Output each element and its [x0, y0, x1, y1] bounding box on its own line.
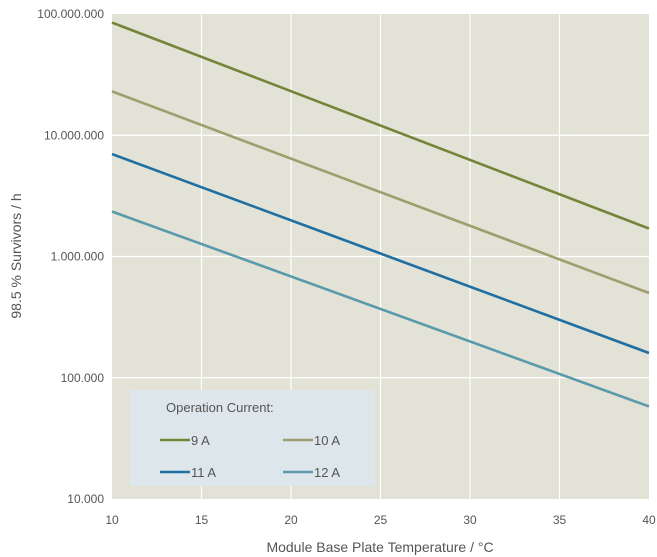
- y-tick-label: 100.000.000: [37, 7, 104, 21]
- legend: Operation Current: 9 A 10 A 11 A 12 A: [130, 390, 375, 486]
- legend-item: 12 A: [283, 465, 340, 480]
- series-line-10a: [111, 90, 650, 295]
- x-axis-label: Module Base Plate Temperature / °C: [266, 539, 493, 555]
- legend-label: 10 A: [314, 433, 340, 448]
- series-line-11a: [111, 152, 650, 355]
- x-tick-label: 10: [105, 513, 119, 527]
- x-tick-label: 40: [642, 513, 656, 527]
- legend-label: 12 A: [314, 465, 340, 480]
- legend-label: 9 A: [191, 433, 210, 448]
- legend-item: 10 A: [283, 433, 340, 448]
- y-axis-ticks: 10.000 100.000 1.000.000 10.000.000 100.000.…: [37, 7, 104, 506]
- y-tick-label: 10.000: [67, 492, 104, 506]
- grid-lines: [112, 14, 649, 499]
- series-lines: [111, 21, 650, 408]
- y-tick-label: 100.000: [61, 371, 105, 385]
- x-axis-ticks: 10 15 20 25 30 35 40: [105, 513, 656, 527]
- x-tick-label: 15: [195, 513, 209, 527]
- legend-item: 9 A: [160, 433, 210, 448]
- x-tick-label: 25: [374, 513, 388, 527]
- x-tick-label: 20: [284, 513, 298, 527]
- series-line-9a: [111, 21, 650, 230]
- x-tick-label: 35: [553, 513, 567, 527]
- legend-label: 11 A: [191, 465, 216, 480]
- series-line-12a: [111, 210, 650, 408]
- legend-title: Operation Current:: [166, 400, 274, 415]
- legend-item: 11 A: [160, 465, 216, 480]
- legend-box: [130, 390, 375, 486]
- y-tick-label: 10.000.000: [44, 128, 104, 142]
- y-tick-label: 1.000.000: [51, 250, 105, 264]
- y-axis-label: 98.5 % Survivors / h: [8, 193, 24, 318]
- x-tick-label: 30: [463, 513, 477, 527]
